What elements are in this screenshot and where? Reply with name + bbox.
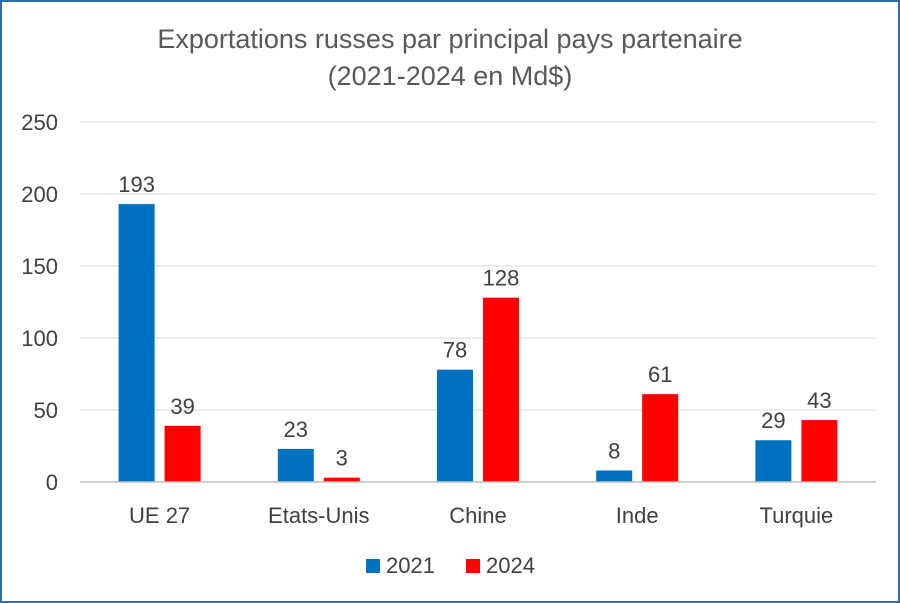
bar-2024-3 — [642, 394, 679, 482]
data-label-2024-0: 39 — [170, 394, 194, 419]
chart-subtitle: (2021-2024 en Md$) — [328, 61, 573, 91]
bars — [118, 204, 838, 482]
y-tick-label: 50 — [34, 398, 58, 423]
data-label-2021-1: 23 — [284, 417, 308, 442]
y-tick-label: 100 — [21, 326, 58, 351]
bar-2021-4 — [755, 440, 792, 482]
data-label-2021-2: 78 — [443, 338, 467, 363]
y-tick-label: 250 — [21, 110, 58, 135]
legend-swatch-2021 — [366, 559, 380, 573]
legend-swatch-2024 — [466, 559, 480, 573]
legend: 2021 2024 — [366, 553, 535, 578]
y-tick-label: 0 — [46, 470, 58, 495]
bar-2021-0 — [118, 204, 155, 482]
x-tick-label: Turquie — [760, 503, 834, 528]
data-label-2021-4: 29 — [761, 408, 785, 433]
bar-2021-1 — [277, 448, 314, 482]
data-label-2021-3: 8 — [608, 438, 620, 463]
data-label-2021-0: 193 — [118, 172, 155, 197]
bar-2024-2 — [483, 297, 519, 482]
x-axis-ticks: UE 27 Etats-Unis Chine Inde Turquie — [129, 503, 833, 528]
legend-label-2021: 2021 — [386, 553, 435, 578]
data-labels: 193 39 23 3 78 128 8 61 29 43 — [118, 172, 831, 471]
gridlines — [80, 121, 876, 411]
x-tick-label: Inde — [616, 503, 659, 528]
x-tick-label: UE 27 — [129, 503, 190, 528]
chart-title: Exportations russes par principal pays p… — [157, 24, 742, 54]
data-label-2024-1: 3 — [336, 446, 348, 471]
data-label-2024-4: 43 — [807, 388, 831, 413]
x-tick-label: Etats-Unis — [268, 503, 369, 528]
legend-label-2024: 2024 — [486, 553, 535, 578]
bar-2024-1 — [323, 477, 360, 482]
data-label-2024-3: 61 — [648, 362, 672, 387]
x-tick-label: Chine — [449, 503, 506, 528]
y-tick-label: 200 — [21, 182, 58, 207]
bar-2024-4 — [801, 420, 838, 482]
bar-2021-3 — [596, 470, 633, 482]
data-label-2024-2: 128 — [483, 266, 520, 291]
y-axis-ticks: 0 50 100 150 200 250 — [21, 110, 58, 495]
bar-2024-0 — [164, 425, 201, 482]
bar-2021-2 — [437, 369, 473, 482]
y-tick-label: 150 — [21, 254, 58, 279]
